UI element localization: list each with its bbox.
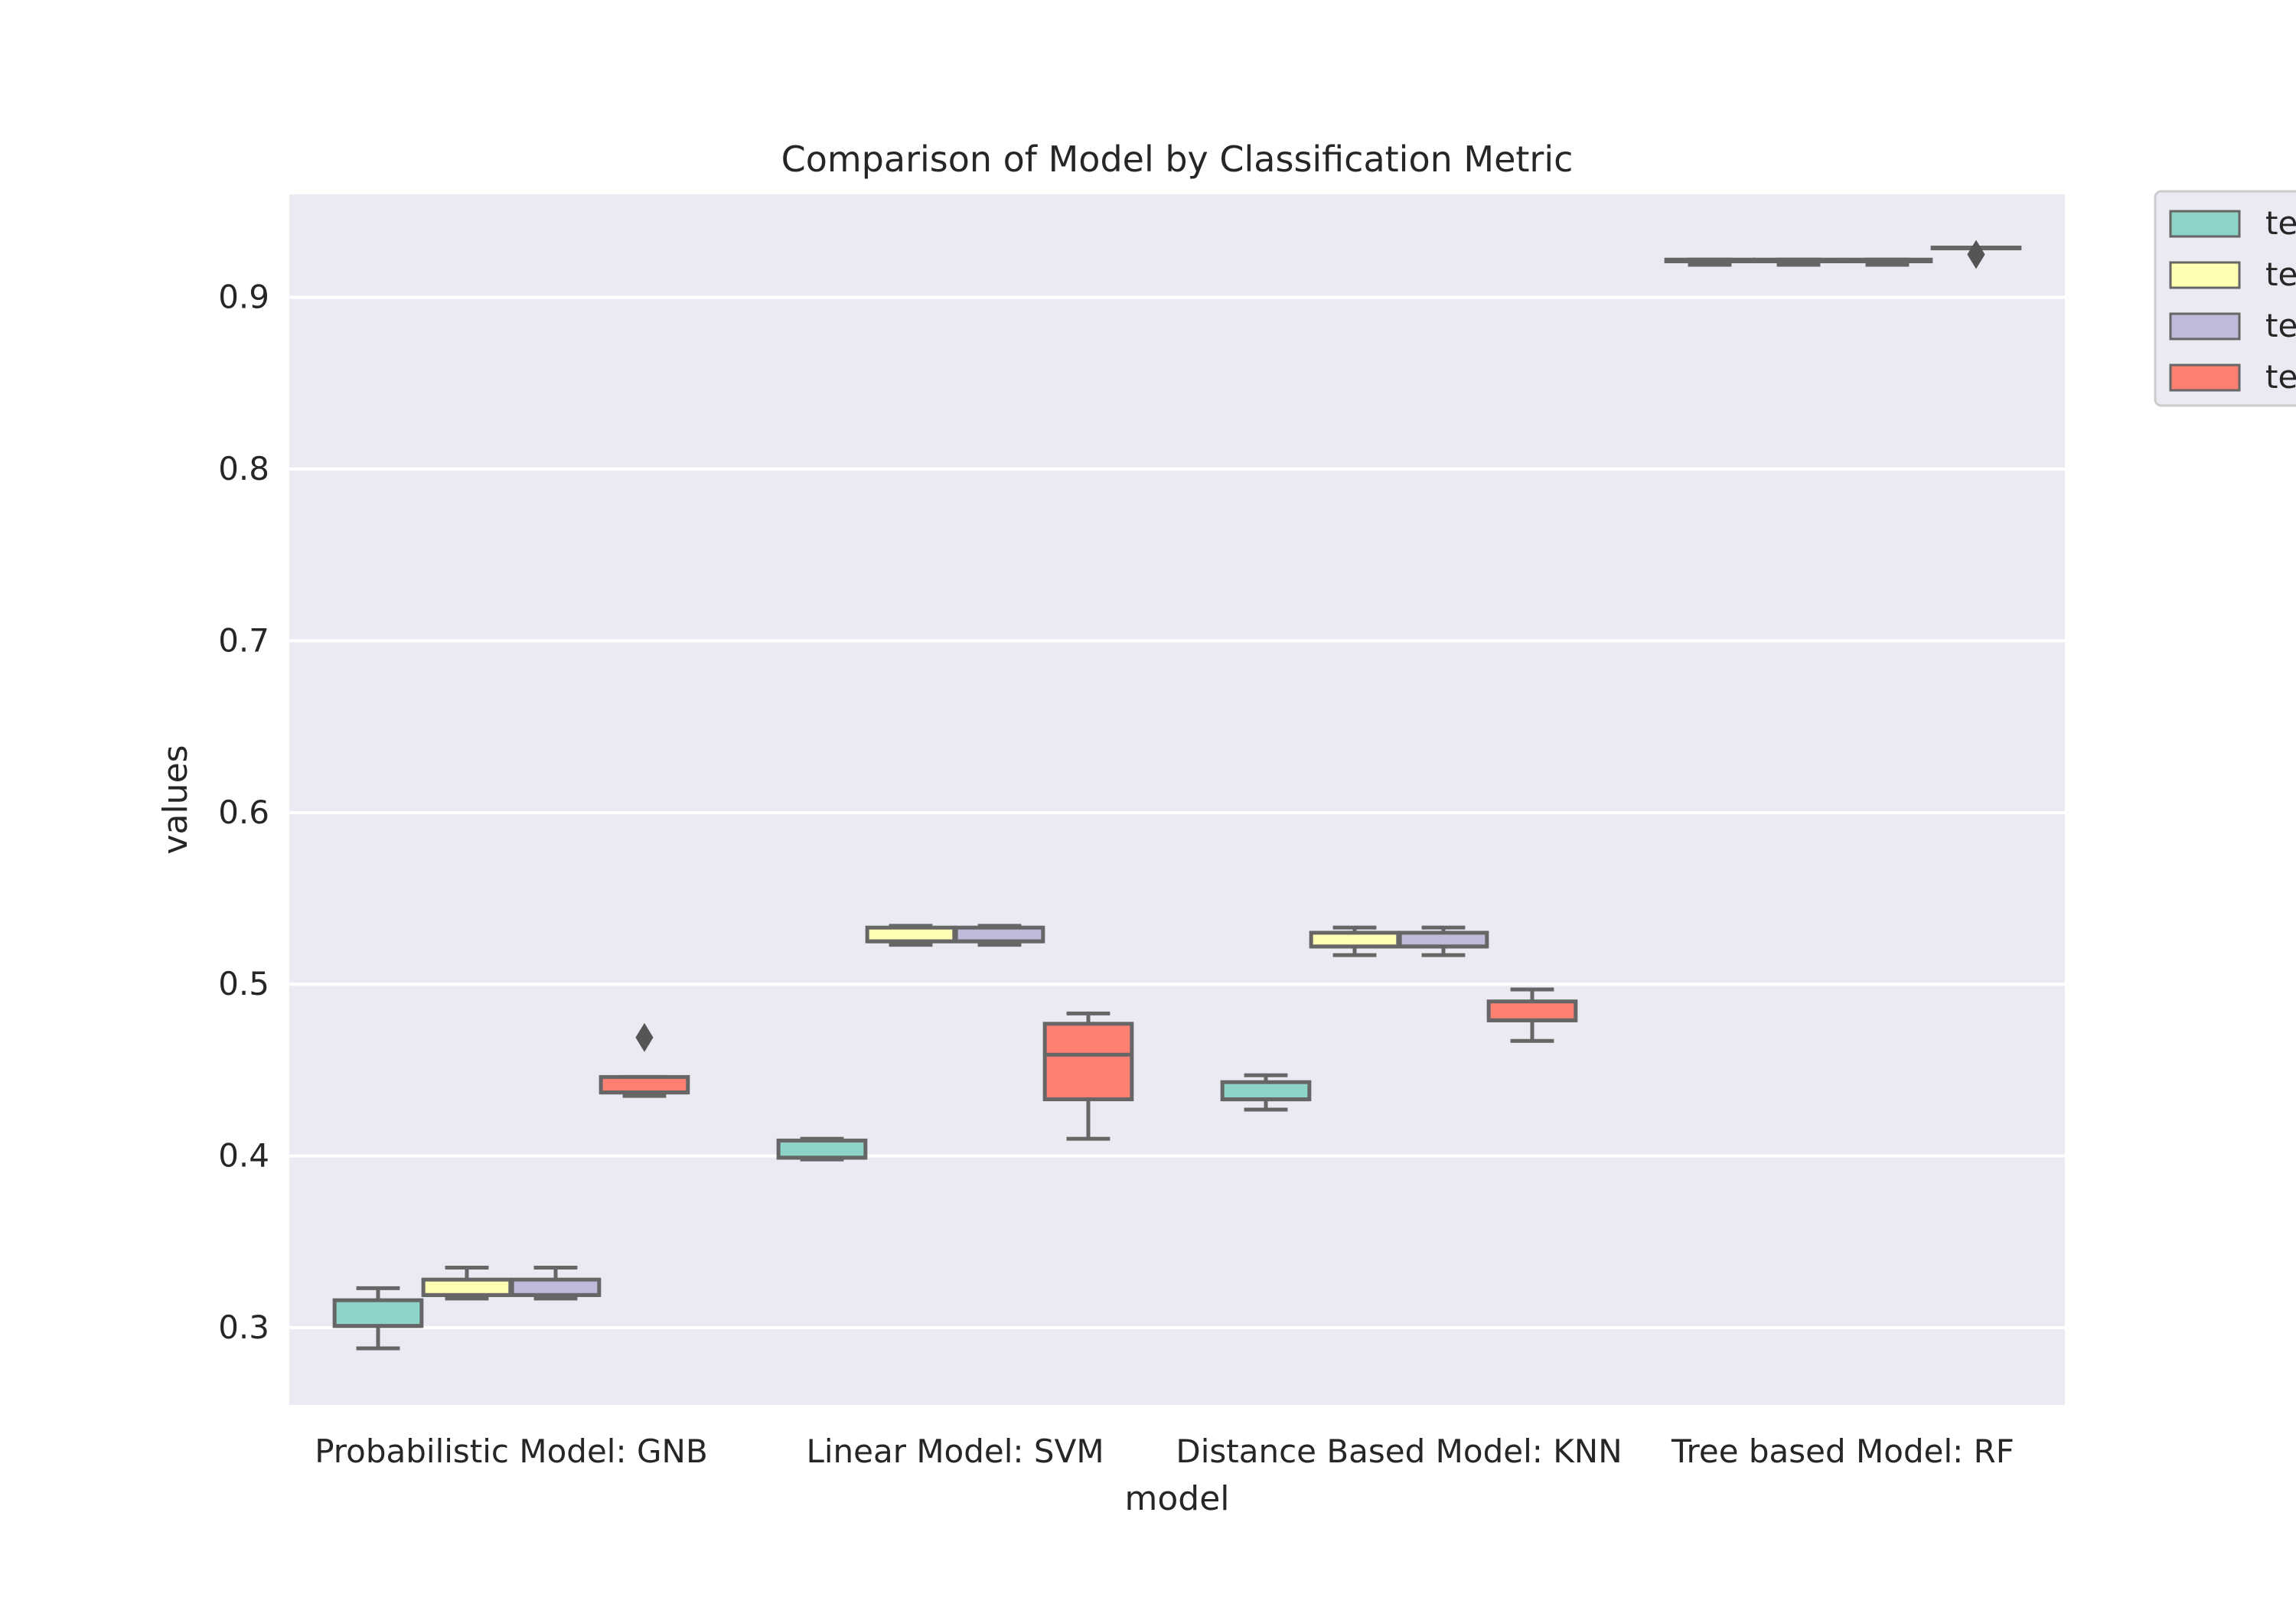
box-iqr [510,1277,602,1297]
box-series-3-0 [510,1265,602,1301]
legend-label: te [2265,358,2296,396]
box-iqr [954,925,1045,944]
box-series-2-1 [865,924,957,947]
legend-swatch [2169,312,2241,341]
grid-lines [289,295,2065,1330]
box-iqr [1042,1022,1134,1102]
legend-label: te [2265,256,2296,293]
y-tick-labels: 0.3 0.4 0.5 0.6 0.7 0.8 0.9 [218,279,269,1346]
plot-area [289,194,2065,1405]
box-iqr [865,925,957,944]
legend: te te te te [2154,190,2296,407]
box-series-4-1 [1042,1011,1134,1141]
box-iqr [1486,999,1578,1022]
box-iqr [1220,1080,1312,1102]
y-tick-label: 0.6 [218,794,269,831]
x-tick-label: Tree based Model: RF [1671,1433,2014,1470]
y-tick-label: 0.4 [218,1137,269,1175]
legend-swatch [2169,210,2241,238]
boxes [332,240,2022,1351]
box-series-1-0 [332,1286,424,1351]
box-iqr [1397,931,1489,949]
box-series-2-3 [1753,257,1844,267]
y-tick-label: 0.9 [218,279,269,316]
x-axis-label: model [1124,1479,1229,1518]
legend-label: te [2265,204,2296,242]
box-series-3-1 [954,924,1045,947]
outlier-point [635,1022,654,1052]
box-series-3-3 [1841,257,1933,267]
box-iqr [598,1074,690,1095]
chart-title: Comparison of Model by Classification Me… [781,139,1574,180]
box-iqr [776,1138,868,1160]
outlier-point [1967,240,1985,269]
legend-swatch [2169,261,2241,289]
x-tick-label: Probabilistic Model: GNB [315,1433,708,1470]
box-series-2-0 [421,1265,513,1301]
box-iqr [1309,931,1401,949]
box-iqr [332,1298,424,1328]
y-tick-label: 0.3 [218,1309,269,1346]
box-series-4-3 [1930,240,2022,269]
y-tick-label: 0.7 [218,621,269,659]
x-tick-label: Linear Model: SVM [806,1433,1104,1470]
y-axis-label: values [156,745,195,854]
x-tick-labels: Probabilistic Model: GNB Linear Model: SV… [315,1433,2014,1470]
y-tick-label: 0.5 [218,965,269,1002]
box-series-1-1 [776,1136,868,1162]
box-iqr [421,1277,513,1297]
box-series-4-2 [1486,987,1578,1043]
legend-frame [2154,190,2296,407]
x-tick-label: Distance Based Model: KNN [1176,1433,1622,1470]
box-series-1-2 [1220,1073,1312,1112]
box-series-3-2 [1397,925,1489,957]
box-series-4-0 [598,1022,690,1098]
legend-label: te [2265,307,2296,344]
legend-swatch [2169,363,2241,392]
y-tick-label: 0.8 [218,450,269,487]
legend-items: te te te te [2169,204,2296,396]
